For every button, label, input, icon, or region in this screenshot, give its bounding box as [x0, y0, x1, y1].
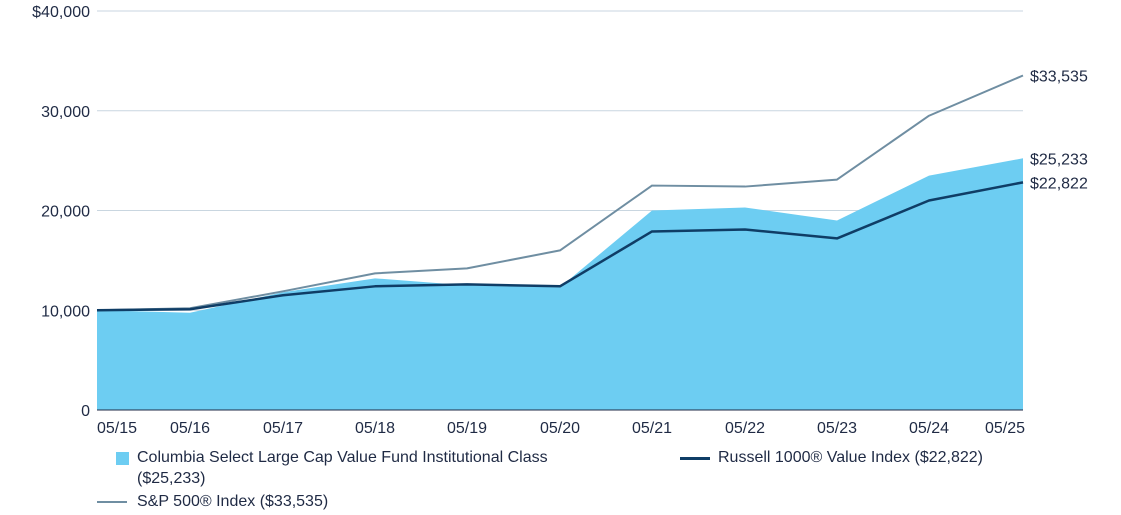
x-tick-label: 05/18 — [355, 420, 395, 437]
x-tick-label: 05/24 — [909, 420, 949, 437]
fund-area — [97, 158, 1023, 410]
russell-line — [96, 181, 1024, 312]
end-label: $22,822 — [1030, 175, 1088, 192]
y-tick-label: 20,000 — [41, 204, 90, 221]
end-label: $25,233 — [1030, 151, 1088, 168]
legend-fund-label: Columbia Select Large Cap Value Fund Ins… — [137, 449, 548, 487]
end-labels: $25,233 $22,822 $33,535 — [1030, 68, 1088, 192]
x-tick-label: 05/21 — [632, 420, 672, 437]
line-layer — [96, 74, 1024, 411]
x-tick-label: 05/16 — [170, 420, 210, 437]
y-tick-label: 0 — [81, 403, 90, 420]
x-axis-ticks: 05/15 05/16 05/17 05/18 05/19 05/20 05/21 05/22… — [97, 420, 1025, 437]
y-axis-ticks: 0 10,000 20,000 30,000 $40,000 — [32, 4, 90, 420]
x-tick-label: 05/25 — [985, 420, 1025, 437]
x-tick-label: 05/17 — [263, 420, 303, 437]
sp500-line — [96, 74, 1024, 312]
legend-sp500-swatch — [97, 501, 127, 503]
area-layer — [97, 158, 1023, 410]
y-tick-label: 30,000 — [41, 104, 90, 121]
legend-russell-swatch — [680, 457, 710, 460]
x-tick-label: 05/15 — [97, 420, 137, 437]
x-tick-label: 05/22 — [725, 420, 765, 437]
end-label: $33,535 — [1030, 68, 1088, 85]
legend-fund-swatch — [116, 452, 129, 465]
y-tick-label: 10,000 — [41, 303, 90, 320]
legend-russell-label: Russell 1000® Value Index ($22,822) — [718, 449, 983, 466]
x-tick-label: 05/19 — [447, 420, 487, 437]
x-tick-label: 05/20 — [540, 420, 580, 437]
legend-sp500-label: S&P 500® Index ($33,535) — [137, 493, 329, 510]
y-tick-label: $40,000 — [32, 4, 90, 21]
x-tick-label: 05/23 — [817, 420, 857, 437]
